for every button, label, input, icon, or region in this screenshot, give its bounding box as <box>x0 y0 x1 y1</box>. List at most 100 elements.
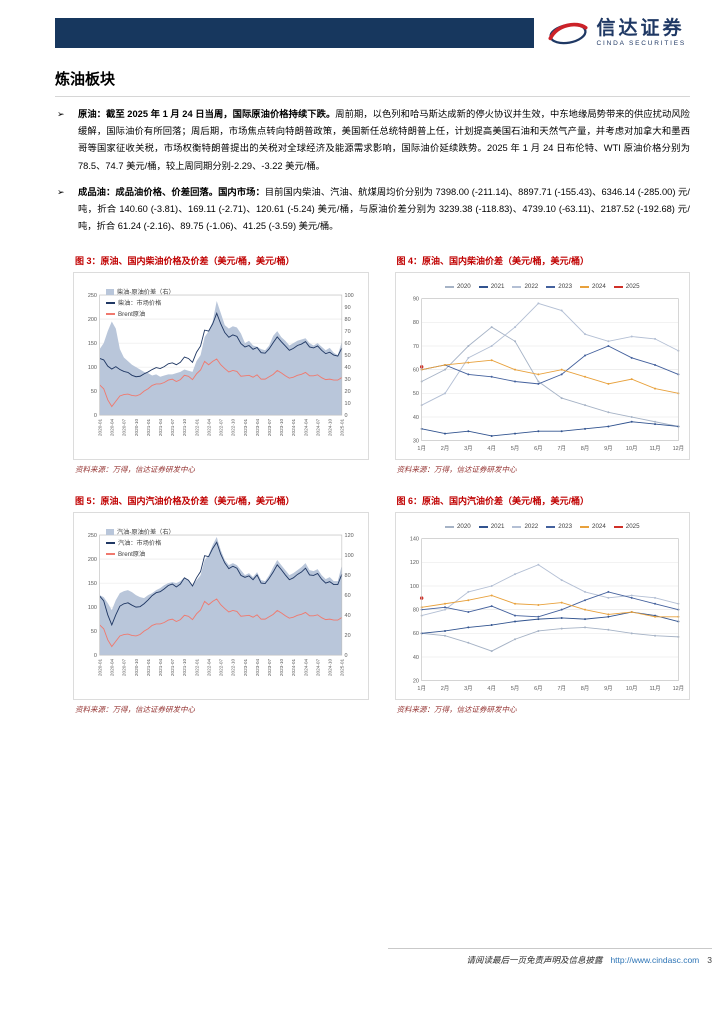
legend-item: 汽油-原油价差（右） <box>106 527 175 536</box>
svg-text:12月: 12月 <box>672 445 684 452</box>
svg-text:100: 100 <box>88 365 97 371</box>
chart-canvas: 0 50 100 150 200 250 0 10 20 30 40 50 60 70 80 90 100 202… <box>88 293 354 437</box>
svg-text:80: 80 <box>345 317 351 323</box>
svg-text:3月: 3月 <box>464 685 473 692</box>
figure-4-source: 资料来源：万得，信达证券研发中心 <box>396 465 517 475</box>
figure-3-source: 资料来源：万得，信达证券研发中心 <box>75 465 195 475</box>
legend-item: 2020 <box>444 283 471 291</box>
footer-link[interactable]: http://www.cindasc.com <box>610 955 700 965</box>
legend-label: 汽油-原油价差（右） <box>117 529 175 537</box>
bullet-crude-text: 原油：截至 2025 年 1 月 24 日当周，国际原油价格持续下跌。周前期，以… <box>78 106 690 175</box>
legend-label: 2021 <box>490 283 505 291</box>
bullet-body: 周前期，以色列和哈马斯达成新的停火协议并生效，中东地缘局势带来的供应扰动风险缓解… <box>78 109 690 171</box>
svg-text:4月: 4月 <box>487 685 496 692</box>
svg-text:2023-04: 2023-04 <box>255 659 261 677</box>
svg-text:200: 200 <box>88 557 97 563</box>
bullet-body: 目前国内柴油、汽油、航煤周均价分别为 7398.00 (-211.14)、889… <box>78 186 690 232</box>
legend-swatch <box>512 525 522 528</box>
bullet-emphasis: 截至 2025 年 1 月 24 日当周，国际原油价格持续下跌。 <box>106 109 336 119</box>
figure-3-chart: 柴油-原油价差（右） 柴油：市场价格 Brent原油 0 50 100 150 200 250… <box>73 272 369 461</box>
svg-text:50: 50 <box>91 389 97 395</box>
svg-text:2022-04: 2022-04 <box>206 419 212 437</box>
bullet-emphasis: 成品油价格、价差回落。国内市场： <box>115 186 265 197</box>
svg-text:2月: 2月 <box>440 445 449 452</box>
svg-text:2024-07: 2024-07 <box>315 659 321 677</box>
svg-text:2025-01: 2025-01 <box>340 659 346 677</box>
legend-swatch <box>444 285 454 288</box>
svg-text:120: 120 <box>409 561 418 567</box>
legend-swatch <box>106 288 114 295</box>
svg-text:2023-01: 2023-01 <box>243 419 249 437</box>
svg-text:150: 150 <box>88 581 97 587</box>
svg-text:2024-10: 2024-10 <box>328 659 334 677</box>
legend-label: 2023 <box>558 523 573 531</box>
figure-6-legend: 2020 2021 2022 2023 2024 2025 <box>396 523 690 530</box>
svg-text:20: 20 <box>345 633 351 639</box>
figure-6-title: 图 6：原油、国内汽油价差（美元/桶，美元/桶） <box>396 496 590 507</box>
svg-text:10月: 10月 <box>625 445 637 452</box>
legend-item: 2021 <box>478 283 505 291</box>
svg-text:50: 50 <box>345 353 351 359</box>
svg-text:3月: 3月 <box>464 445 473 452</box>
legend-item: Brent原油 <box>106 549 175 558</box>
svg-text:5月: 5月 <box>510 685 519 692</box>
footer-page-number: 3 <box>707 955 712 965</box>
figure-3: 图 3：原油、国内柴油价格及价差（美元/桶，美元/桶） 柴油-原油价差（右） 柴油… <box>73 251 369 475</box>
legend-swatch <box>106 528 114 535</box>
figure-3-title: 图 3：原油、国内柴油价格及价差（美元/桶，美元/桶） <box>75 256 295 267</box>
legend-label: 2024 <box>592 283 606 291</box>
svg-text:2021-10: 2021-10 <box>182 419 188 437</box>
legend-label: 2021 <box>490 523 505 531</box>
svg-text:20: 20 <box>345 389 351 395</box>
legend-label: 2025 <box>625 283 640 291</box>
legend-swatch <box>512 285 522 288</box>
legend-label: 2023 <box>558 283 573 291</box>
svg-text:7月: 7月 <box>557 445 566 452</box>
svg-text:70: 70 <box>345 329 351 335</box>
svg-text:2020-04: 2020-04 <box>110 659 116 677</box>
svg-text:0: 0 <box>94 413 97 419</box>
legend-label: 汽油：市场价格 <box>118 540 162 548</box>
legend-item: 2021 <box>478 523 505 531</box>
svg-text:2022-07: 2022-07 <box>219 659 225 677</box>
svg-text:2022-07: 2022-07 <box>219 419 225 437</box>
svg-text:100: 100 <box>345 293 354 299</box>
figures-grid: 图 3：原油、国内柴油价格及价差（美元/桶，美元/桶） 柴油-原油价差（右） 柴油… <box>73 251 690 715</box>
legend-swatch <box>106 312 115 315</box>
svg-text:2021-07: 2021-07 <box>170 419 176 437</box>
bullet-arrow-icon: ➢ <box>57 186 65 197</box>
legend-swatch <box>546 285 556 288</box>
svg-text:40: 40 <box>412 415 418 421</box>
svg-text:10: 10 <box>345 401 351 407</box>
svg-text:0: 0 <box>94 653 97 659</box>
svg-text:150: 150 <box>88 341 97 347</box>
figure-5: 图 5：原油、国内汽油价格及价差（美元/桶，美元/桶） 汽油-原油价差（右） 汽油… <box>73 491 369 715</box>
svg-text:11月: 11月 <box>649 685 660 692</box>
legend-swatch <box>444 525 454 528</box>
chart-canvas: 30 40 50 60 70 80 90 1月 2月 3月 4月 5月 6月 7月 8月 9月 10月 11月 12… <box>412 297 684 452</box>
svg-text:50: 50 <box>412 391 418 397</box>
legend-swatch <box>478 525 488 528</box>
svg-text:80: 80 <box>412 320 418 326</box>
svg-text:2024-01: 2024-01 <box>291 659 297 677</box>
svg-text:9月: 9月 <box>604 445 613 452</box>
svg-text:80: 80 <box>412 608 418 614</box>
legend-label: 2020 <box>456 283 471 291</box>
svg-text:11月: 11月 <box>649 445 660 452</box>
figure-3-legend: 柴油-原油价差（右） 柴油：市场价格 Brent原油 <box>106 287 175 318</box>
svg-text:2024-10: 2024-10 <box>328 419 334 437</box>
svg-text:2021-01: 2021-01 <box>146 659 152 677</box>
brand-name-en: CINDA SECURITIES <box>596 40 686 48</box>
legend-swatch <box>478 285 488 288</box>
svg-text:2月: 2月 <box>440 685 449 692</box>
svg-text:2023-07: 2023-07 <box>267 659 273 677</box>
legend-item: 2023 <box>546 283 572 290</box>
svg-text:140: 140 <box>409 537 418 543</box>
legend-swatch <box>546 525 556 528</box>
brand-logo-icon <box>548 22 588 45</box>
legend-swatch <box>106 552 115 555</box>
legend-item: 柴油：市场价格 <box>106 298 175 307</box>
svg-text:30: 30 <box>412 439 418 445</box>
figure-6-chart: 2020 2021 2022 2023 2024 2025 20 40 60 80 100 120 1… <box>394 512 690 701</box>
legend-swatch <box>580 285 590 288</box>
